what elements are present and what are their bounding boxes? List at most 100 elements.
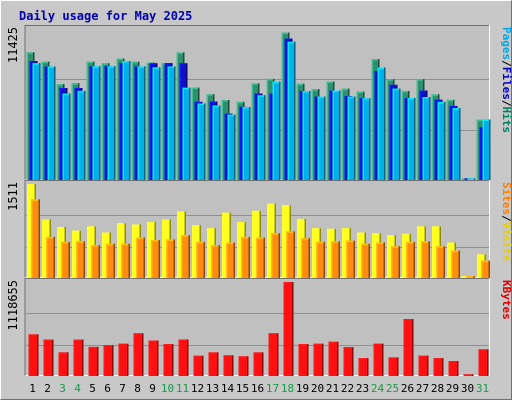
bar-files-highlight-side	[179, 63, 181, 181]
bar-kbytes-fill	[43, 339, 54, 376]
bar-pages	[302, 91, 311, 180]
bar-visits-highlight	[372, 233, 380, 235]
bar-sites-fill	[361, 243, 370, 278]
bar-pages-shadow	[69, 93, 71, 180]
bar-kbytes-highlight-side	[478, 349, 480, 376]
bar-sites-shadow	[278, 233, 280, 278]
bar-sites	[166, 239, 175, 278]
bar-kbytes-fill	[418, 355, 429, 376]
bar-pages-fill	[272, 81, 281, 180]
bar-pages-fill	[182, 87, 191, 180]
bar-sites-highlight	[436, 246, 444, 248]
bar-sites-highlight	[346, 240, 354, 243]
bar-sites-fill	[226, 242, 235, 278]
bar-kbytes-highlight-side	[88, 346, 90, 376]
bar-kbytes-highlight	[208, 352, 217, 354]
plot-border-shadow	[24, 25, 490, 180]
bar-sites	[106, 243, 115, 278]
bar-hits-highlight-side	[86, 61, 88, 180]
bar-pages	[212, 105, 221, 180]
bar-files-highlight	[434, 99, 441, 102]
bar-hits-highlight-side	[371, 59, 373, 180]
bar-kbytes	[313, 343, 324, 376]
bar-pages-shadow	[99, 66, 101, 180]
bar-pages-fill	[287, 41, 296, 181]
bar-pages-shadow	[459, 108, 461, 180]
bar-kbytes	[418, 355, 429, 376]
bar-files-highlight	[284, 38, 291, 41]
bar-kbytes-highlight	[88, 346, 97, 349]
bar-sites-highlight	[121, 243, 129, 246]
bar-pages-highlight	[437, 101, 444, 104]
bar-pages-fill	[317, 96, 326, 180]
bar-sites-fill	[286, 231, 295, 278]
x-tick-label: 9	[149, 382, 156, 395]
bar-pages-highlight-side	[122, 61, 124, 181]
bar-visits-highlight-side	[447, 242, 449, 278]
bar-kbytes-shadow	[202, 355, 204, 376]
bar-sites	[241, 236, 250, 278]
bar-pages-highlight	[212, 105, 219, 107]
bar-pages-shadow	[354, 96, 356, 180]
bar-pages-highlight-side	[332, 90, 334, 180]
bar-pages-highlight-side	[302, 91, 304, 180]
bar-pages-fill	[362, 98, 371, 180]
bar-sites-highlight-side	[286, 231, 288, 278]
bar-pages-highlight-side	[437, 101, 439, 180]
bar-pages-highlight-side	[467, 178, 469, 180]
bar-sites	[31, 199, 40, 278]
bar-kbytes	[343, 347, 354, 376]
bar-pages-fill	[107, 66, 116, 180]
bar-hits-highlight	[476, 119, 483, 122]
bar-hits-highlight-side	[341, 88, 343, 180]
bar-visits-highlight-side	[387, 235, 389, 278]
bar-kbytes-fill	[433, 358, 444, 376]
bar-kbytes	[298, 344, 309, 376]
bar-pages-shadow	[264, 95, 266, 180]
bar-sites-highlight	[181, 235, 189, 237]
x-tick-label: 14	[221, 382, 235, 395]
bar-visits-highlight-side	[192, 225, 194, 278]
bar-kbytes-highlight-side	[43, 339, 45, 376]
bar-files-highlight-side	[374, 71, 376, 180]
bar-kbytes-fill	[238, 356, 249, 376]
bar-kbytes-highlight	[313, 343, 322, 346]
bar-kbytes-highlight-side	[433, 358, 435, 376]
bar-pages	[107, 66, 116, 180]
bar-pages-fill	[392, 88, 401, 180]
bar-hits-highlight	[326, 81, 333, 84]
bar-pages-fill	[212, 105, 221, 180]
bar-hits-highlight	[416, 79, 423, 81]
bar-sites-fill	[481, 260, 490, 278]
bar-hits-highlight-side	[416, 79, 418, 180]
bar-files-highlight	[29, 61, 36, 63]
bar-files-highlight-side	[224, 113, 226, 180]
bar-hits-highlight-side	[236, 101, 238, 180]
bar-kbytes-highlight-side	[448, 361, 450, 376]
bar-pages-highlight	[332, 90, 339, 93]
bar-hits-highlight-side	[461, 178, 463, 180]
bar-sites-highlight	[391, 246, 399, 248]
bar-sites	[376, 242, 385, 278]
bar-sites-highlight-side	[166, 239, 168, 278]
bar-files-highlight-side	[194, 101, 196, 180]
bar-visits-highlight-side	[417, 226, 419, 278]
bar-kbytes-shadow	[352, 347, 354, 376]
bar-kbytes-highlight-side	[163, 344, 165, 376]
bar-hits-highlight	[401, 90, 408, 93]
bar-pages-fill	[32, 63, 41, 180]
bar-kbytes-highlight-side	[133, 333, 135, 376]
bar-hits-highlight-side	[401, 90, 403, 180]
bar-kbytes	[208, 352, 219, 376]
bar-pages-fill	[242, 107, 251, 180]
bar-sites	[256, 237, 265, 278]
x-tick-label: 4	[74, 382, 81, 395]
series-legend: KBytes	[500, 280, 512, 320]
x-tick-label: 17	[266, 382, 279, 395]
bar-sites-highlight-side	[451, 250, 453, 278]
bar-pages	[437, 101, 446, 180]
bar-sites-shadow	[248, 236, 250, 278]
bar-pages-shadow	[249, 107, 251, 180]
bar-kbytes	[478, 349, 489, 376]
